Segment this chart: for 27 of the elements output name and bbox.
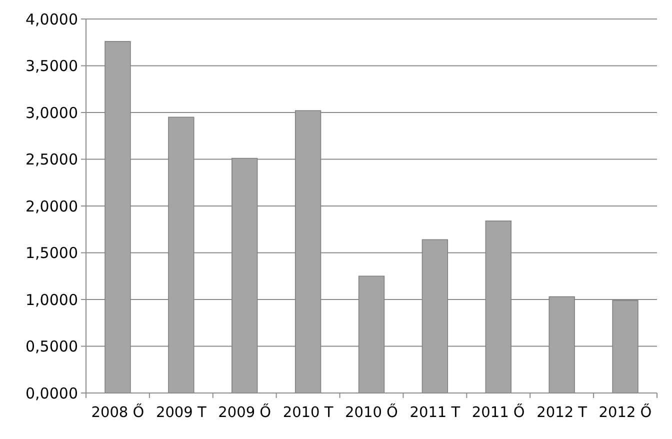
y-tick-label: 4,0000 bbox=[26, 10, 78, 28]
x-tick-label: 2010 Ő bbox=[345, 403, 398, 421]
y-tick-label: 2,5000 bbox=[26, 150, 78, 168]
x-tick-label: 2009 T bbox=[156, 405, 206, 421]
bar bbox=[104, 41, 131, 394]
y-tick-label: 3,0000 bbox=[26, 104, 78, 122]
x-tick-label: 2011 Ő bbox=[472, 403, 525, 421]
x-tick-label: 2011 T bbox=[410, 405, 460, 421]
y-tick-label: 2,0000 bbox=[26, 197, 78, 216]
bar bbox=[548, 296, 575, 394]
bar bbox=[232, 158, 258, 394]
y-tick-label: 0,0000 bbox=[26, 384, 78, 402]
x-tick-label: 2010 T bbox=[282, 405, 334, 421]
x-tick-label: 2009 Ő bbox=[218, 403, 272, 421]
bar bbox=[485, 220, 512, 394]
y-tick-label: 1,5000 bbox=[26, 244, 78, 262]
y-tick-label: 1,0000 bbox=[26, 290, 78, 309]
bar bbox=[294, 110, 322, 394]
x-tick-label: 2012 T bbox=[536, 405, 588, 421]
y-tick-label: 0,5000 bbox=[26, 338, 78, 356]
y-tick-label: 3,5000 bbox=[26, 57, 78, 75]
bar bbox=[168, 116, 194, 394]
bar bbox=[358, 276, 385, 394]
bar bbox=[612, 300, 638, 394]
x-tick-label: 2012 Ő bbox=[598, 403, 652, 421]
bar bbox=[422, 239, 448, 394]
x-tick-label: 2008 Ő bbox=[91, 403, 144, 421]
